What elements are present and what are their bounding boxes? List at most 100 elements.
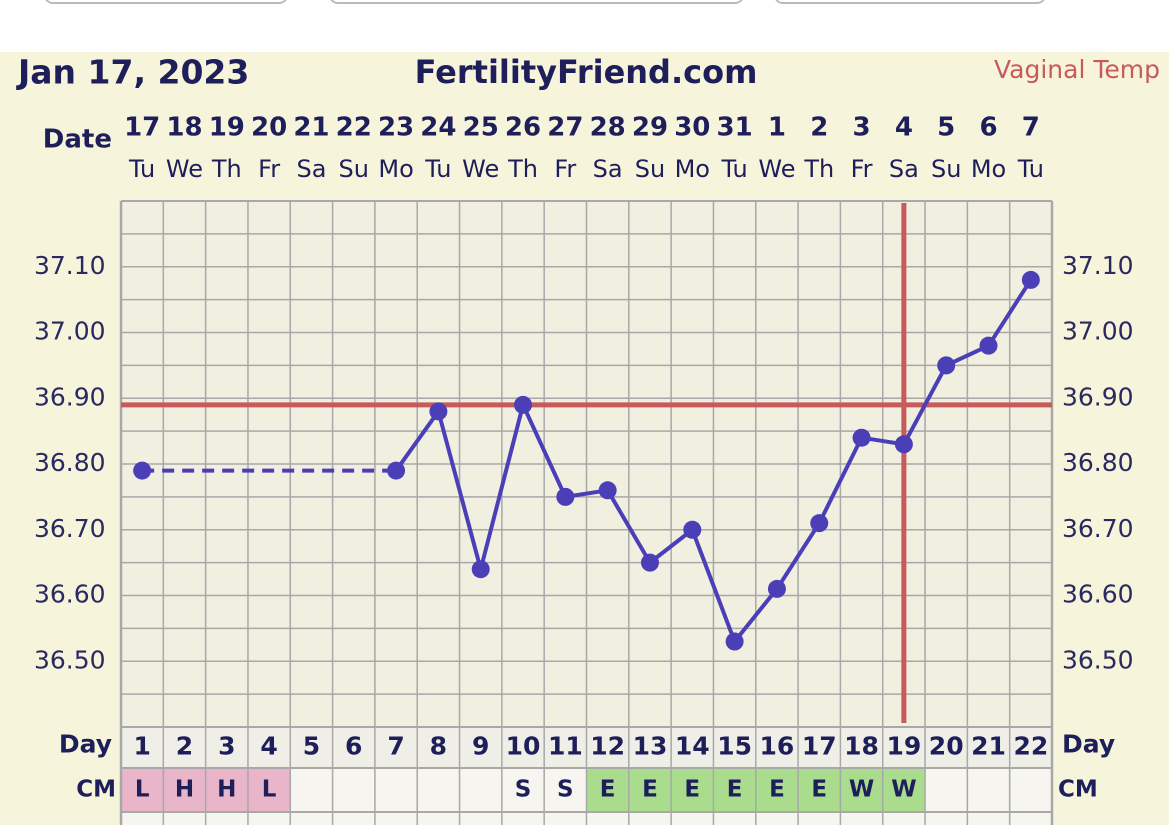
temp-point xyxy=(725,632,744,651)
empty-cell xyxy=(501,812,545,825)
cm-cell xyxy=(121,768,164,812)
date-label: 1 xyxy=(768,113,786,143)
empty-cell xyxy=(840,812,883,825)
cm-cell xyxy=(967,768,1010,812)
empty-cell xyxy=(882,812,926,825)
day-cell xyxy=(332,727,375,768)
day-cell xyxy=(374,727,418,768)
temp-type: Vaginal Temp xyxy=(994,55,1160,84)
date-label: Date xyxy=(43,125,112,155)
day-number: 15 xyxy=(717,732,752,761)
temp-point xyxy=(894,435,913,454)
cm-value: S xyxy=(557,777,574,803)
day-cell xyxy=(755,727,799,768)
day-cell xyxy=(544,727,587,768)
cm-cell xyxy=(459,768,502,812)
button[interactable] xyxy=(45,0,287,4)
site-name: FertilityFriend.com xyxy=(415,53,758,91)
empty-cell xyxy=(586,812,629,825)
temp-point xyxy=(1021,270,1040,289)
cm-value: H xyxy=(217,777,236,803)
weekday-label: We xyxy=(166,155,203,183)
date-label: 29 xyxy=(632,113,668,143)
temp-point xyxy=(810,514,829,533)
temp-point xyxy=(598,481,617,500)
date-label: 20 xyxy=(251,113,287,143)
temp-point xyxy=(852,428,871,447)
date-label: 17 xyxy=(124,113,160,143)
day-number: 9 xyxy=(472,732,489,761)
cm-value: E xyxy=(811,777,827,803)
cm-value: E xyxy=(727,777,743,803)
cm-cell xyxy=(586,768,629,812)
weekday-label: Tu xyxy=(720,155,747,183)
weekday-label: Sa xyxy=(593,155,623,183)
day-cell xyxy=(840,727,883,768)
cm-value: E xyxy=(600,777,616,803)
cm-cell xyxy=(882,768,926,812)
day-number: 12 xyxy=(590,732,625,761)
day-number: 2 xyxy=(176,732,193,761)
cm-cell xyxy=(840,768,883,812)
cm-cell xyxy=(628,768,672,812)
y-tick-label: 36.80 xyxy=(34,448,106,477)
day-number: 11 xyxy=(548,732,583,761)
cm-cell xyxy=(290,768,333,812)
day-cell xyxy=(247,727,291,768)
cm-cell xyxy=(713,768,756,812)
chart-title: Jan 17, 2023 xyxy=(16,53,249,92)
cm-value: H xyxy=(175,777,194,803)
button[interactable] xyxy=(330,0,743,4)
temp-point xyxy=(767,579,786,598)
date-label: 7 xyxy=(1022,113,1040,143)
day-cell xyxy=(713,727,756,768)
date-label: 25 xyxy=(463,113,499,143)
day-cell xyxy=(290,727,333,768)
day-cell xyxy=(163,727,206,768)
weekday-label: Fr xyxy=(258,155,280,183)
day-cell xyxy=(1009,727,1052,768)
day-number: 10 xyxy=(506,732,541,761)
weekday-label: Su xyxy=(931,155,961,183)
y2-tick-label: 36.90 xyxy=(1062,382,1134,411)
day-cell xyxy=(459,727,502,768)
day-cell xyxy=(121,727,164,768)
day-number: 16 xyxy=(760,732,795,761)
button[interactable] xyxy=(775,0,1045,4)
empty-cell xyxy=(671,812,714,825)
date-label: 27 xyxy=(547,113,583,143)
cm-label: CM xyxy=(76,777,116,803)
day-cell xyxy=(628,727,672,768)
weekday-label: Su xyxy=(635,155,665,183)
weekday-label: Th xyxy=(803,155,834,183)
day-label: Day xyxy=(59,730,112,759)
weekday-label: Mo xyxy=(378,155,413,183)
cm-cell xyxy=(798,768,841,812)
cm-cell xyxy=(544,768,587,812)
temp-point xyxy=(640,553,659,572)
day-number: 14 xyxy=(675,732,710,761)
date-label: 31 xyxy=(717,113,753,143)
cm-value: L xyxy=(135,777,150,803)
weekday-label: Su xyxy=(339,155,369,183)
temp-point xyxy=(683,520,702,539)
cm-value: S xyxy=(515,777,532,803)
cm-cell xyxy=(205,768,248,812)
date-label: 23 xyxy=(378,113,414,143)
date-label: 22 xyxy=(336,113,372,143)
cm-cell xyxy=(332,768,375,812)
day-cell xyxy=(798,727,841,768)
date-label: 2 xyxy=(810,113,828,143)
day-cell xyxy=(882,727,926,768)
y2-tick-label: 37.10 xyxy=(1062,251,1134,280)
day-number: 13 xyxy=(633,732,668,761)
date-label: 5 xyxy=(937,113,955,143)
temp-point xyxy=(471,560,490,579)
day-number: 4 xyxy=(260,732,277,761)
weekday-label: Tu xyxy=(1017,155,1044,183)
day-cell xyxy=(205,727,248,768)
cm-value: E xyxy=(769,777,785,803)
temp-point xyxy=(979,336,998,355)
date-label: 4 xyxy=(895,113,913,143)
